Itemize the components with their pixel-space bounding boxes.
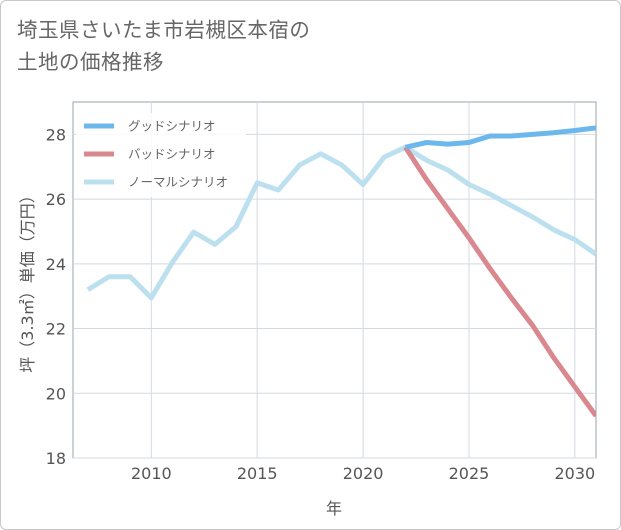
y-tick-label-18: 18 — [46, 449, 66, 468]
series-line-2 — [86, 144, 596, 301]
y-axis-label: 坪（3.3㎡）単価（万円） — [18, 187, 37, 372]
y-tick-label-20: 20 — [46, 384, 66, 403]
chart-title-line-1: 埼玉県さいたま市岩槻区本宿の — [17, 18, 311, 42]
series-line-1 — [403, 145, 596, 418]
axis-ticks: 18 20 22 24 26 28 2010 2015 2020 2025 2030 — [46, 125, 596, 483]
legend-label-0: グッドシナリオ — [128, 119, 216, 134]
y-tick-label-26: 26 — [46, 190, 66, 209]
grid-lines — [73, 102, 596, 459]
legend-label-1: バッドシナリオ — [128, 147, 216, 162]
x-tick-label-2020: 2020 — [343, 464, 384, 483]
y-tick-label-22: 22 — [46, 320, 66, 339]
x-tick-label-2015: 2015 — [237, 464, 278, 483]
y-tick-label-24: 24 — [46, 255, 66, 274]
legend-label-2: ノーマルシナリオ — [128, 175, 228, 190]
series-lines — [86, 125, 596, 418]
chart-title: 埼玉県さいたま市岩槻区本宿の 土地の価格推移 — [17, 14, 437, 78]
x-tick-label-2025: 2025 — [449, 464, 490, 483]
x-tick-label-2010: 2010 — [131, 464, 172, 483]
chart-title-line-2: 土地の価格推移 — [17, 50, 164, 74]
y-tick-label-28: 28 — [46, 125, 66, 144]
x-axis-label: 年 — [326, 499, 342, 518]
x-tick-label-2030: 2030 — [554, 464, 595, 483]
series-line-0 — [404, 125, 596, 150]
